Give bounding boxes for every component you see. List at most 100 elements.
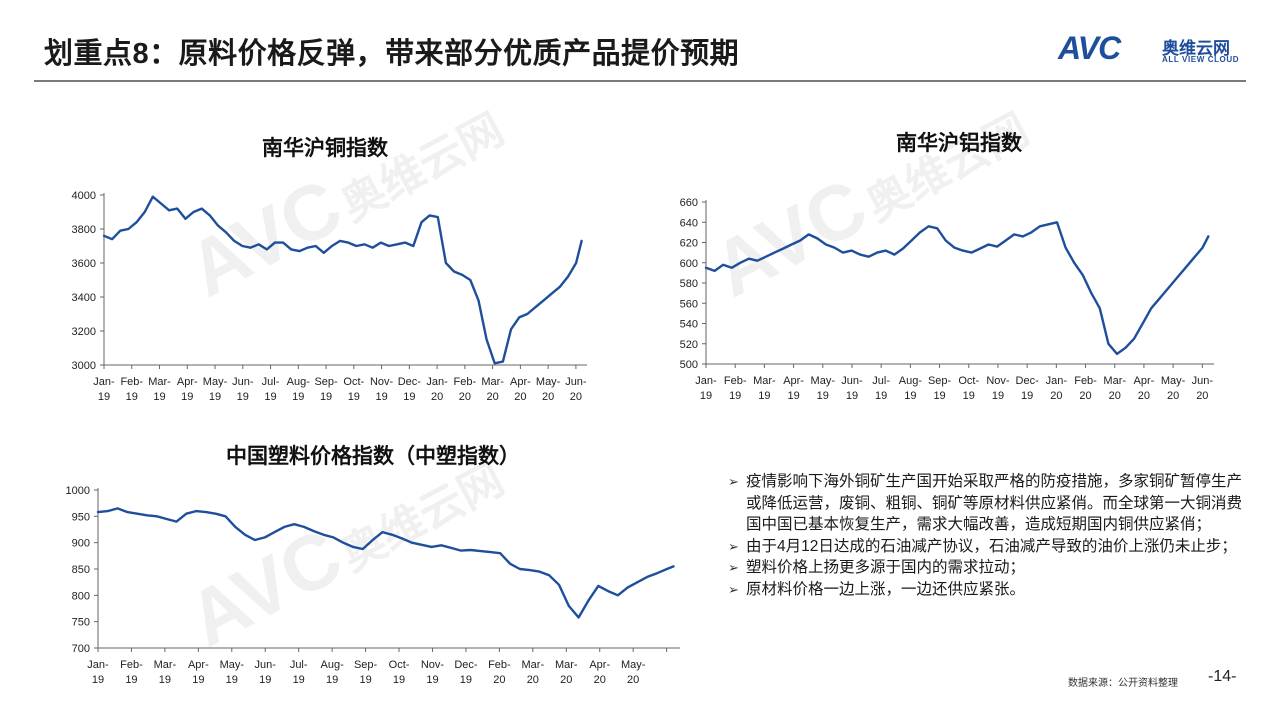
x-tick-label: 20: [486, 391, 498, 403]
x-tick-label: 19: [700, 390, 712, 402]
x-tick-label: Feb-: [120, 659, 143, 671]
x-tick-label: 19: [125, 674, 137, 686]
x-tick-label: 19: [817, 390, 829, 402]
x-tick-label: Dec-: [1016, 375, 1040, 387]
x-tick-label: Apr-: [1134, 375, 1155, 387]
logo-en-text: ALL VIEW CLOUD: [1162, 55, 1240, 64]
note-text: 由于4月12日达成的石油减产协议，石油减产导致的油价上涨仍未止步；: [746, 537, 1237, 555]
x-tick-label: Oct-: [343, 376, 364, 388]
y-tick-label: 850: [72, 564, 90, 576]
x-tick-label: 20: [627, 674, 639, 686]
x-tick-label: 19: [293, 674, 305, 686]
x-tick-label: May-: [621, 659, 646, 671]
x-tick-label: Mar-: [522, 659, 545, 671]
y-tick-label: 580: [680, 278, 698, 290]
x-tick-label: 19: [153, 391, 165, 403]
x-tick-label: Nov-: [370, 376, 394, 388]
y-tick-label: 3400: [72, 292, 96, 304]
x-tick-label: Feb-: [488, 659, 511, 671]
x-tick-label: 19: [181, 391, 193, 403]
x-tick-label: Sep-: [314, 376, 338, 388]
y-tick-label: 660: [680, 197, 698, 209]
x-tick-label: Jan-: [87, 659, 109, 671]
x-tick-label: 20: [1109, 390, 1121, 402]
x-tick-label: May-: [203, 376, 228, 388]
x-tick-label: 19: [393, 674, 405, 686]
x-tick-label: 19: [403, 391, 415, 403]
x-tick-label: Jun-: [1192, 375, 1214, 387]
x-tick-label: Mar-: [555, 659, 578, 671]
x-tick-label: Jan-: [93, 376, 115, 388]
x-tick-label: Jul-: [290, 659, 308, 671]
x-tick-label: Apr-: [510, 376, 531, 388]
y-tick-label: 520: [680, 339, 698, 351]
logo-mark: AVC: [1058, 30, 1121, 66]
x-tick-label: 19: [875, 390, 887, 402]
x-tick-label: 19: [758, 390, 770, 402]
x-tick-label: 19: [846, 390, 858, 402]
y-tick-label: 3000: [72, 360, 96, 372]
x-tick-label: Nov-: [986, 375, 1010, 387]
x-tick-label: 19: [264, 391, 276, 403]
copper-chart-title: 南华沪铜指数: [262, 137, 388, 160]
x-tick-label: Dec-: [398, 376, 422, 388]
x-tick-label: 19: [460, 674, 472, 686]
x-tick-label: 19: [729, 390, 741, 402]
y-tick-label: 500: [680, 359, 698, 371]
x-tick-label: 19: [375, 391, 387, 403]
x-tick-label: 19: [98, 391, 110, 403]
x-tick-label: May-: [220, 659, 245, 671]
note-item: ➢ 疫情影响下海外铜矿生产国开始采取严格的防疫措施，多家铜矿暂停生产或降低运营，…: [728, 471, 1248, 536]
header-divider: [34, 80, 1246, 82]
x-tick-label: Apr-: [188, 659, 209, 671]
note-text: 原材料价格一边上涨，一边还供应紧张。: [746, 580, 1026, 598]
page-number: -14-: [1208, 668, 1237, 685]
y-tick-label: 4000: [72, 190, 96, 202]
x-tick-label: Apr-: [783, 375, 804, 387]
x-tick-label: 20: [459, 391, 471, 403]
data-source: 数据来源：公开资料整理: [1068, 678, 1178, 689]
aluminum-chart-title: 南华沪铝指数: [896, 132, 1022, 155]
x-tick-label: Jun-: [232, 376, 254, 388]
x-tick-label: 19: [787, 390, 799, 402]
x-tick-label: Feb-: [1074, 375, 1097, 387]
y-tick-label: 560: [680, 298, 698, 310]
x-tick-label: 19: [192, 674, 204, 686]
x-tick-label: 19: [426, 674, 438, 686]
x-tick-label: Apr-: [589, 659, 610, 671]
page-title: 划重点8：原料价格反弹，带来部分优质产品提价预期: [44, 38, 740, 70]
x-tick-label: 20: [493, 674, 505, 686]
x-tick-label: May-: [811, 375, 836, 387]
x-tick-label: Apr-: [177, 376, 198, 388]
x-tick-label: Sep-: [928, 375, 952, 387]
x-tick-label: Mar-: [481, 376, 504, 388]
arrow-bullet-icon: ➢: [728, 538, 739, 554]
x-tick-label: 20: [542, 391, 554, 403]
logo-cn-text: 奥维云网: [1162, 39, 1230, 58]
x-tick-label: 19: [933, 390, 945, 402]
y-tick-label: 3800: [72, 224, 96, 236]
x-tick-label: 20: [1079, 390, 1091, 402]
y-tick-label: 3200: [72, 326, 96, 338]
note-item: ➢ 原材料价格一边上涨，一边还供应紧张。: [728, 579, 1248, 601]
x-tick-label: 19: [348, 391, 360, 403]
x-tick-label: Feb-: [454, 376, 477, 388]
x-tick-label: Feb-: [120, 376, 143, 388]
x-tick-label: 19: [92, 674, 104, 686]
y-tick-label: 620: [680, 238, 698, 250]
note-item: ➢ 由于4月12日达成的石油减产协议，石油减产导致的油价上涨仍未止步；: [728, 536, 1248, 558]
arrow-bullet-icon: ➢: [728, 581, 739, 597]
note-item: ➢ 塑料价格上扬更多源于国内的需求拉动；: [728, 557, 1248, 579]
x-tick-label: Mar-: [753, 375, 776, 387]
y-tick-label: 540: [680, 319, 698, 331]
arrow-bullet-icon: ➢: [728, 474, 739, 489]
y-tick-label: 1000: [66, 485, 90, 497]
y-tick-label: 950: [72, 511, 90, 523]
brand-logo: AVC 奥维云网 ALL VIEW CLOUD: [1058, 30, 1248, 70]
x-tick-label: 20: [527, 674, 539, 686]
x-tick-label: 19: [992, 390, 1004, 402]
x-tick-label: Jan-: [695, 375, 717, 387]
